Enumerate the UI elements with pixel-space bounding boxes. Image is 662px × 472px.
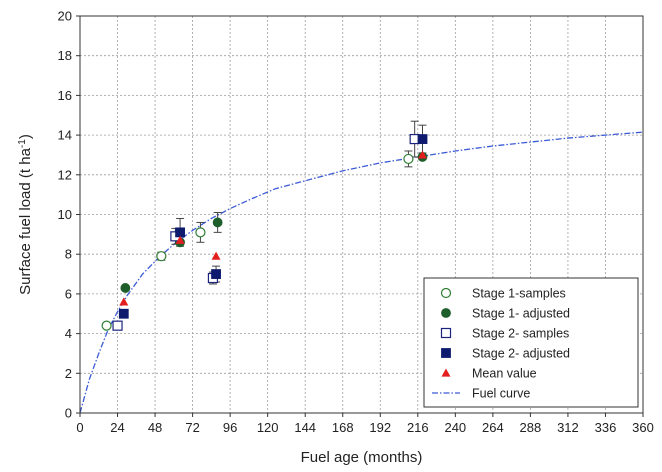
x-tick-label: 312 [557,420,579,435]
data-point [101,320,112,331]
x-tick-label: 192 [369,420,391,435]
y-tick-label: 4 [65,326,72,341]
x-tick-label: 120 [257,420,279,435]
x-axis-ticks: 0 24 48 72 96 120 144 168 192 216 240 264 288 312 336 3… [76,413,654,435]
legend-swatch [441,308,451,318]
x-tick-label: 360 [632,420,654,435]
fuel-curve-layer [79,131,644,414]
legend-label: Fuel curve [472,387,530,401]
y-tick-label: 2 [65,366,72,381]
data-point [112,320,123,331]
data-point [120,283,131,293]
y-tick-label: 18 [58,48,72,63]
x-tick-label: 48 [148,420,162,435]
y-tick-label: 0 [65,406,72,421]
grid [80,16,643,413]
x-tick-label: 72 [185,420,199,435]
data-point [417,150,427,159]
y-tick-label: 10 [58,207,72,222]
legend-label: Stage 1- adjusted [472,307,570,321]
x-tick-label: 0 [76,420,83,435]
data-point [417,134,428,144]
x-axis-label: Fuel age (months) [301,449,423,466]
x-tick-label: 168 [332,420,354,435]
data-points [101,120,428,331]
data-point [175,235,185,244]
data-point [118,308,129,319]
y-tick-label: 8 [65,247,72,262]
legend-label: Mean value [472,367,537,381]
x-tick-label: 144 [294,420,316,435]
x-tick-label: 336 [595,420,617,435]
legend-swatch [440,287,452,299]
legend-swatch [440,327,452,339]
y-tick-label: 20 [58,9,72,24]
data-point [211,269,221,279]
y-axis-label: Surface fuel load (t ha-1) [17,134,34,295]
y-axis-label-main: Surface fuel load (t ha [17,147,34,294]
data-point [403,153,414,165]
y-axis-label-close: ) [17,134,34,139]
data-point [212,217,223,228]
legend: Stage 1-samples Stage 1- adjusted Stage 2-… [423,277,639,408]
y-axis-label-superscript: -1 [17,139,28,148]
data-point [211,251,221,260]
y-tick-label: 14 [58,128,72,143]
y-tick-label: 16 [58,88,72,103]
data-point [119,297,129,306]
x-tick-label: 288 [520,420,542,435]
plot-frame [79,15,644,414]
fuel-curve-line [79,131,644,414]
y-tick-label: 12 [58,167,72,182]
y-axis-ticks: 0 2 4 6 8 10 12 14 16 18 20 [58,9,80,421]
data-point [156,251,167,262]
legend-box [423,277,639,408]
legend-swatch [441,368,451,377]
x-tick-label: 264 [482,420,504,435]
data-point [195,227,206,238]
legend-label: Stage 2- samples [472,327,569,341]
x-tick-label: 24 [110,420,124,435]
x-tick-label: 96 [223,420,237,435]
legend-label: Stage 1-samples [472,287,566,301]
x-tick-label: 216 [407,420,429,435]
x-tick-label: 240 [444,420,466,435]
data-point [175,227,185,238]
legend-swatch [441,348,451,358]
y-tick-label: 6 [65,286,72,301]
legend-label: Stage 2- adjusted [472,347,570,361]
